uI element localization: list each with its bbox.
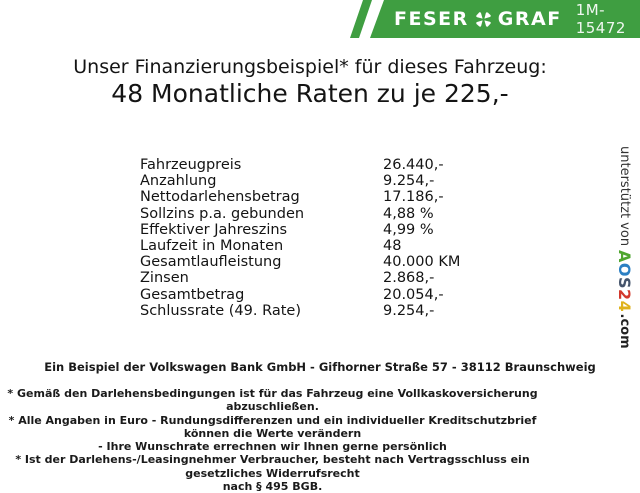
aos24-letter: 2: [615, 289, 634, 301]
table-row: Effektiver Jahreszins 4,99 %: [140, 222, 460, 238]
aos24-letter: S: [615, 277, 634, 290]
row-value: 9.254,-: [383, 173, 435, 190]
disclaimer-block: * Gemäß den Darlehensbedingungen ist für…: [0, 387, 545, 493]
table-row: Gesamtlaufleistung 40.000 KM: [140, 254, 460, 270]
support-strip: unterstützt von AOS24.com: [615, 146, 634, 366]
offer-subtitle: Unser Finanzierungsbeispiel* für dieses …: [73, 56, 547, 78]
vehicle-ref-code: 1M-15472: [575, 1, 626, 37]
disclaimer-line: * Gemäß den Darlehensbedingungen ist für…: [7, 387, 538, 414]
table-row: Schlussrate (49. Rate) 9.254,-: [140, 303, 460, 319]
table-row: Sollzins p.a. gebunden 4,88 %: [140, 206, 460, 222]
row-value: 26.440,-: [383, 157, 444, 173]
row-label: Sollzins p.a. gebunden: [140, 205, 305, 222]
row-label: Gesamtlaufleistung: [140, 254, 282, 271]
table-row: Laufzeit in Monaten 48: [140, 238, 460, 254]
brand-name-feser: FESER: [394, 7, 469, 30]
row-label: Laufzeit in Monaten: [140, 238, 284, 255]
brand-name-graf: GRAF: [497, 7, 562, 30]
table-row: Gesamtbetrag 20.054,-: [140, 287, 460, 303]
clover-icon: [469, 11, 498, 28]
row-value: 40.000 KM: [383, 254, 461, 271]
row-value: 17.186,-: [383, 189, 444, 206]
finance-offer-sheet: { "colors": { "brand_green": "#3f9e41", …: [7, 0, 640, 493]
row-value: 48: [383, 238, 402, 255]
row-label: Schlussrate (49. Rate): [140, 302, 301, 319]
offer-headline: 48 Monatliche Raten zu je 225,-: [111, 79, 509, 108]
row-label: Nettodarlehensbetrag: [140, 189, 300, 206]
finance-table: Fahrzeugpreis 26.440,- Anzahlung 9.254,-…: [140, 157, 460, 319]
row-value: 4,88 %: [383, 205, 434, 222]
row-label: Effektiver Jahreszins: [140, 221, 288, 238]
table-row: Zinsen 2.868,-: [140, 270, 460, 286]
row-label: Gesamtbetrag: [140, 286, 245, 303]
row-value: 9.254,-: [383, 302, 435, 319]
row-value: 20.054,-: [383, 286, 444, 303]
aos24-letter: 4: [615, 300, 634, 313]
bank-address: Ein Beispiel der Volkswagen Bank GmbH - …: [44, 360, 596, 374]
aos24-letter: A: [615, 250, 634, 264]
row-label: Fahrzeugpreis: [140, 157, 242, 173]
row-value: 4,99 %: [383, 221, 434, 238]
support-prefix: unterstützt von: [617, 146, 632, 251]
disclaimer-line: * Alle Angaben in Euro - Rundungsdiffere…: [8, 413, 537, 440]
table-row: Fahrzeugpreis 26.440,-: [140, 157, 460, 173]
disclaimer-line: - Ihre Wunschrate errechnen wir Ihnen ge…: [98, 440, 447, 454]
disclaimer-line: nach § 495 BGB.: [222, 480, 323, 493]
brand-banner: FESER GRAF 1M-15472: [370, 0, 640, 38]
banner-accent-stripe: [350, 0, 372, 38]
row-label: Anzahlung: [140, 173, 217, 190]
aos24-letter: O: [615, 263, 634, 278]
row-label: Zinsen: [140, 270, 189, 287]
disclaimer-line: * Ist der Darlehens-/Leasingnehmer Verbr…: [15, 453, 530, 480]
aos24-logo: AOS24: [615, 250, 634, 312]
row-value: 2.868,-: [383, 270, 435, 287]
table-row: Anzahlung 9.254,-: [140, 173, 460, 189]
table-row: Nettodarlehensbetrag 17.186,-: [140, 189, 460, 205]
support-suffix: .com: [617, 313, 632, 349]
